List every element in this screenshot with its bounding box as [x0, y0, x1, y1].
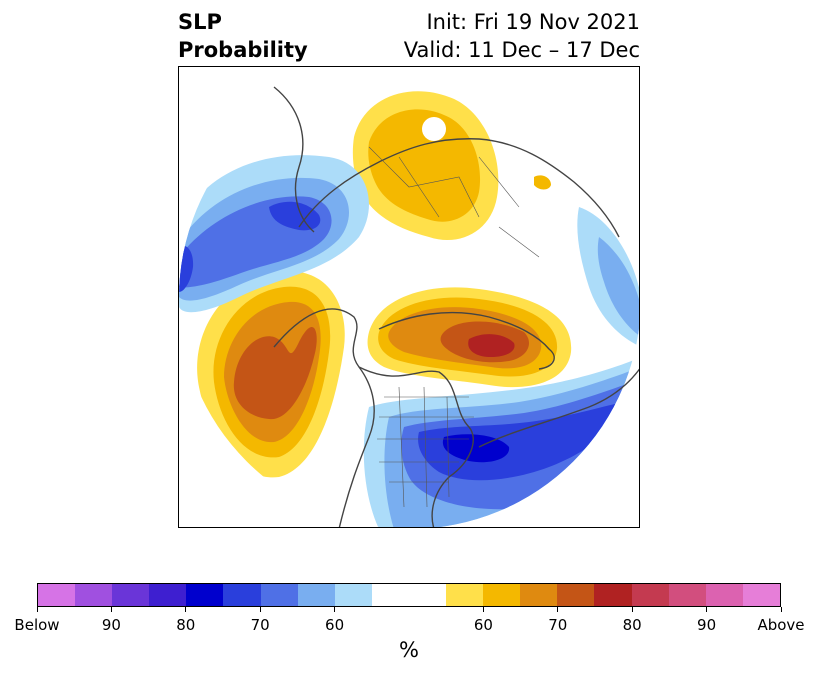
colorbar-tick	[36, 607, 38, 612]
colorbar-segment	[297, 584, 335, 606]
colorbar-segment	[594, 584, 632, 606]
colorbar-segment	[408, 584, 447, 606]
colorbar-segment	[446, 584, 484, 606]
colorbar-segment	[557, 584, 595, 606]
valid-range: Valid: 11 Dec – 17 Dec	[403, 38, 640, 62]
colorbar-segment	[149, 584, 187, 606]
date-info: Init: Fri 19 Nov 2021 Valid: 11 Dec – 17…	[404, 8, 640, 64]
arctic-white-spot	[422, 117, 446, 141]
colorbar-tick-label: 80	[622, 616, 642, 634]
colorbar-tick-label: 60	[325, 616, 345, 634]
colorbar-tick-label: 70	[548, 616, 568, 634]
colorbar-tick	[334, 607, 336, 612]
colorbar-tick	[631, 607, 633, 612]
borders	[368, 146, 540, 508]
colorbar-segment	[631, 584, 669, 606]
colorbar-segment	[186, 584, 224, 606]
colorbar-tick	[780, 607, 782, 612]
colorbar-tick-label: 90	[697, 616, 717, 634]
small-high-patch	[534, 175, 551, 190]
colorbar-segment	[223, 584, 261, 606]
colorbar-tick	[259, 607, 261, 612]
colorbar-tick	[110, 607, 112, 612]
colorbar-tick	[185, 607, 187, 612]
colorbar-segment	[38, 584, 76, 606]
colorbar-tick-label: 90	[101, 616, 121, 634]
colorbar-tick	[557, 607, 559, 612]
colorbar-tick	[706, 607, 708, 612]
polar-map-svg	[179, 86, 639, 527]
colorbar-tick-label: Above	[757, 616, 805, 634]
colorbar-segment	[520, 584, 558, 606]
colorbar	[37, 583, 781, 607]
probability-map	[178, 66, 640, 528]
init-date: Init: Fri 19 Nov 2021	[426, 10, 640, 34]
colorbar-segment	[668, 584, 706, 606]
colorbar-segment	[334, 584, 372, 606]
colorbar-tick-label: 70	[250, 616, 270, 634]
colorbar-unit-label: %	[399, 638, 419, 662]
colorbar-segment	[742, 584, 780, 606]
colorbar-segment	[75, 584, 113, 606]
colorbar-tick-label: Below	[14, 616, 60, 634]
coastlines	[273, 86, 639, 527]
chart-title: SLP Probability	[178, 8, 308, 64]
title-variable: SLP	[178, 10, 222, 34]
asia-low-65	[597, 237, 639, 337]
colorbar-tick	[482, 607, 484, 612]
colorbar-segment	[112, 584, 150, 606]
colorbar-segment	[705, 584, 743, 606]
colorbar-segment	[260, 584, 298, 606]
colorbar-segment	[371, 584, 409, 606]
pacific-high-75	[233, 326, 317, 420]
siberia-high-65	[368, 109, 481, 222]
alaska-low-75	[269, 201, 321, 231]
colorbar-tick-label: 60	[473, 616, 493, 634]
colorbar-segment	[483, 584, 521, 606]
greenland-high-80	[468, 334, 515, 357]
title-type: Probability	[178, 38, 308, 62]
colorbar-tick-label: 80	[176, 616, 196, 634]
